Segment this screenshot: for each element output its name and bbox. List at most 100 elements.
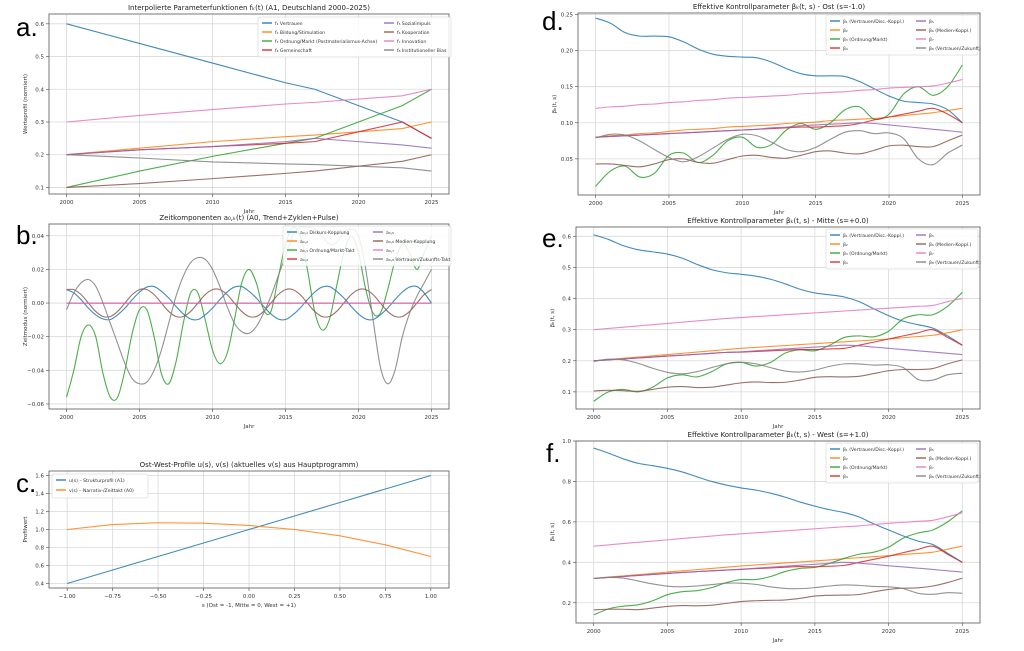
legend-box (282, 225, 452, 267)
series-line-3 (593, 291, 963, 402)
legend-entry: β₁ (Vertrauen/Disc.-Koppl.) (843, 447, 904, 453)
legend-entry: β₄ (843, 46, 848, 52)
legend-entry: β₈ (Vertrauen/Zukunft) (929, 260, 981, 266)
chart-b: 2000 2005 2010 2015 2020 2025 −0.06 −0.04 −0.02 0… (23, 214, 452, 430)
y-tick-label: 0.10 (561, 121, 574, 127)
y-tick-label: 0.15 (561, 85, 574, 91)
legend-box (825, 14, 979, 56)
y-axis-label: βₖ(t, s) (552, 95, 558, 114)
y-axis-label: Profilwert (23, 516, 29, 543)
series-group (66, 23, 432, 189)
legend-entry: a₀,₂ (300, 240, 308, 245)
x-tick-label: 0.25 (288, 594, 301, 600)
series-line-1 (593, 447, 963, 563)
panel-label-d: d. (542, 6, 564, 36)
chart-title: Interpolierte Parameterfunktionen fₖ(t) … (128, 4, 370, 12)
y-tick-label: 0.1 (562, 390, 571, 396)
series-line-2 (593, 545, 963, 580)
x-axis-label: Jahr (772, 638, 784, 644)
chart-title: Effektive Kontrollparameter βₖ(t, s) - O… (693, 3, 866, 11)
legend-entry: β₂ (843, 28, 848, 34)
series-line-6 (66, 288, 432, 318)
series-line-6 (595, 134, 963, 168)
legend-box (825, 228, 979, 270)
legend: a₀,₁ Diskurs-Kopplung a₀,₂ a₀,₃ Ordnung/Ma… (282, 225, 452, 267)
y-tick-label: 0.3 (35, 120, 44, 126)
series-line-8 (66, 226, 432, 385)
legend-entry: a₀,₄ (300, 258, 308, 263)
legend-entry: β₄ (843, 260, 848, 266)
series-line-1 (66, 23, 432, 139)
legend: β₁ (Vertrauen/Disc.-Koppl.) β₂ β₃ (Ordnung… (825, 228, 981, 270)
series-line-2 (66, 121, 432, 156)
series-group (65, 226, 432, 401)
series-line-7 (595, 78, 963, 109)
chart-f: 2000 2005 2010 2015 2020 2025 0.2 0.4 0.6 0.8 1.0 E… (550, 431, 981, 644)
legend-entry: β₅ (929, 233, 934, 239)
series-line-2 (67, 522, 431, 558)
legend-box (825, 442, 979, 484)
series-line-1 (595, 17, 963, 124)
y-axis-label: Zeitmodus (normiert) (23, 287, 29, 346)
y-tick-label: 0.4 (35, 582, 44, 588)
legend-entry: f₄ Gemeinschaft (275, 48, 312, 54)
series-line-5 (595, 122, 963, 138)
y-tick-label: 1.2 (35, 510, 44, 516)
legend-entry: β₈ (Vertrauen/Zukunft) (929, 474, 981, 480)
legend-entry: β₁ (Vertrauen/Disc.-Koppl.) (843, 19, 904, 25)
plot-frame (577, 12, 981, 196)
x-tick-label: 2000 (589, 201, 603, 207)
series-group (593, 447, 963, 616)
plot-frame (575, 440, 981, 624)
x-tick-label: 2020 (882, 201, 896, 207)
series-line-5 (593, 344, 963, 362)
legend-entry: β₂ (843, 456, 848, 462)
x-tick-label: 2025 (955, 201, 969, 207)
series-line-7 (66, 88, 432, 123)
legend-box (51, 473, 149, 499)
plot-frame (48, 223, 450, 410)
x-tick-label: 2005 (662, 201, 676, 207)
x-tick-label: 2010 (206, 200, 220, 206)
x-tick-label: 0.75 (379, 594, 392, 600)
legend-entry: β₆ (Medien-Koppl.) (929, 456, 972, 462)
legend-box (257, 16, 452, 58)
x-tick-label: 2000 (60, 415, 74, 421)
series-line-3 (66, 88, 432, 188)
y-tick-label: 0.6 (35, 564, 44, 570)
y-tick-label: 1.4 (35, 492, 44, 498)
panel-label-a: a. (16, 12, 38, 42)
series-group (595, 17, 963, 187)
x-axis-label: Jahr (243, 209, 255, 215)
series-line-3 (593, 510, 963, 616)
y-tick-label: 0.05 (561, 157, 574, 163)
legend-entry: a₀,₁ Diskurs-Kopplung (300, 230, 350, 236)
x-tick-label: −0.25 (195, 594, 212, 600)
y-tick-label: −0.02 (27, 335, 44, 341)
panel-label-c: c. (16, 468, 37, 498)
y-tick-label: 0.20 (561, 49, 574, 55)
legend-entry: v(s) – Narrativ-/Zeittakt (A0) (69, 488, 134, 494)
y-tick-label: 0.2 (35, 153, 44, 159)
legend-entry: f₈ Institutioneller Bias (397, 48, 447, 54)
chart-title: Zeitkomponenten a₀,ₖ(t) (A0, Trend+Zykle… (159, 214, 338, 222)
y-tick-label: 0.5 (35, 55, 44, 61)
legend-entry: β₇ (929, 251, 934, 257)
y-tick-label: 0.6 (562, 234, 571, 240)
legend-entry: β₁ (Vertrauen/Disc.-Koppl.) (843, 233, 904, 239)
series-line-6 (66, 154, 432, 189)
x-tick-label: 2005 (660, 415, 674, 421)
y-tick-label: 0.6 (562, 520, 571, 526)
series-line-1 (593, 234, 963, 346)
x-tick-label: 2015 (278, 415, 292, 421)
y-tick-label: 0.8 (35, 546, 44, 552)
x-tick-label: 0.50 (334, 594, 347, 600)
y-tick-label: 0.8 (562, 479, 571, 485)
y-tick-label: 0.4 (562, 560, 571, 566)
x-tick-label: 2025 (424, 200, 438, 206)
chart-title: Effektive Kontrollparameter βₖ(t, s) - M… (687, 217, 869, 225)
legend-entry: a₀,₃ Ordnung/Markt-Takt (300, 248, 355, 254)
series-line-8 (593, 358, 963, 382)
x-tick-label: 2015 (808, 629, 822, 635)
